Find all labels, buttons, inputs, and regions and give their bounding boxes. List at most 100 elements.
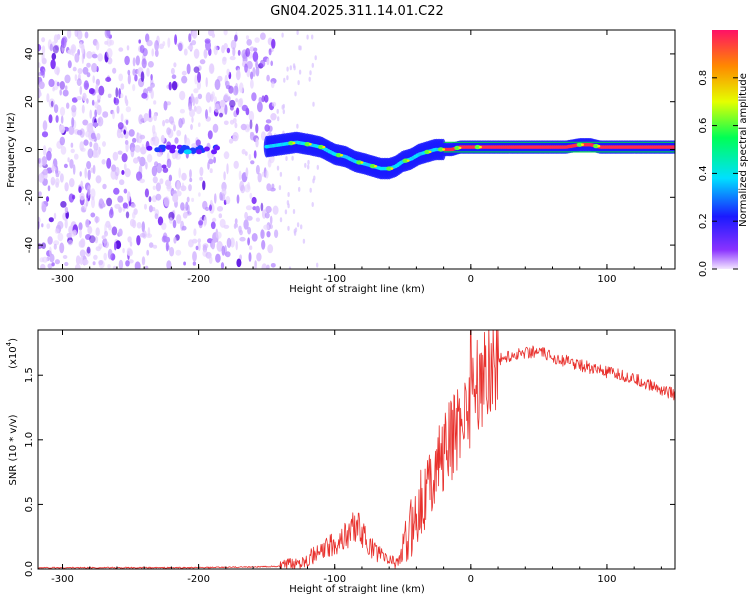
spectrogram-noise-blob <box>112 265 117 269</box>
spectrogram-noise-blob <box>205 92 212 103</box>
spectrogram-noise-blob <box>127 69 131 76</box>
spectrogram-noise-blob <box>126 45 130 51</box>
spectrogram-noise-blob <box>243 219 249 230</box>
spectrogram-noise-blob <box>226 237 232 248</box>
spectrogram-noise-blob <box>104 30 111 39</box>
spectrogram-noise-blob <box>107 248 113 260</box>
spectrogram-noise-blob <box>152 176 158 184</box>
spectrogram-noise-blob <box>215 253 221 263</box>
colorbar-tick-label: 0.6 <box>698 118 709 134</box>
spectrogram-noise-blob <box>107 264 111 269</box>
snr-x-tick-label: 100 <box>597 574 616 585</box>
spectrogram-noise-blob <box>222 56 227 62</box>
spectrogram-noise-blob <box>228 138 234 144</box>
spectrogram-noise-blob <box>47 236 53 245</box>
spectrogram-signal-peak <box>360 161 364 164</box>
spectrogram-noise-blob <box>67 49 72 55</box>
spectrogram-noise-blob <box>236 194 240 204</box>
spectrogram-noise-blob <box>230 237 235 248</box>
spectrogram-signal-peak <box>454 145 461 151</box>
colorbar-tick-label: 0.0 <box>698 261 709 277</box>
spectrogram-noise-blob <box>189 177 193 183</box>
spectrogram-noise-blob <box>64 74 71 84</box>
spectrogram-noise-blob <box>106 157 112 169</box>
spectrogram-noise-blob <box>197 238 201 243</box>
spectrogram-noise-blob <box>255 137 259 148</box>
spectrogram-noise-blob <box>266 58 270 66</box>
spectrogram-noise-blob <box>202 180 206 191</box>
colorbar-gradient <box>712 30 738 269</box>
spectrogram-noise-blob <box>193 228 197 236</box>
spectrogram-noise-blob <box>226 163 229 175</box>
spectrogram-noise-blob <box>135 55 140 66</box>
spectrogram-noise-blob <box>251 196 257 205</box>
spectrogram-noise-blob <box>255 205 260 214</box>
spectrogram-noise-blob <box>306 34 309 40</box>
spectrogram-noise-blob <box>86 161 92 170</box>
spectrogram-noise-blob <box>118 73 123 82</box>
spectrogram-noise-blob <box>298 69 302 75</box>
spectrogram-noise-blob <box>41 131 49 138</box>
snr-multiplier-base: (x10 <box>8 346 19 369</box>
spectrogram-noise-blob <box>66 30 72 39</box>
spectrogram-noise-blob <box>316 262 319 268</box>
spectrogram-noise-blob <box>95 84 99 94</box>
spectrogram-noise-blob <box>59 106 66 116</box>
spectrogram-noise-blob <box>51 52 57 61</box>
spectrogram-noise-blob <box>152 185 156 190</box>
spectrogram-noise-blob <box>245 205 253 211</box>
spectrogram-noise-blob <box>52 86 55 92</box>
spectrogram-noise-blob <box>118 47 124 52</box>
spectrogram-noise-blob <box>188 33 192 43</box>
spectrogram-signal-peak <box>576 142 583 147</box>
spectrogram-noise-blob <box>179 108 185 114</box>
spectrogram-x-axis: -300 -200 -100 0 100 <box>51 30 662 285</box>
spectrogram-signal-peak <box>292 141 296 145</box>
spectrogram-noise-blob <box>259 59 266 68</box>
spectrogram-noise-blob <box>208 256 213 264</box>
spectrogram-noise-blob <box>268 48 272 56</box>
spectrogram-signal-peak <box>340 153 344 157</box>
spectrogram-noise-blob <box>246 215 253 221</box>
spectrogram-noise-blob <box>304 162 307 168</box>
spectrogram-noise-blob <box>40 263 46 269</box>
spectrogram-noise-blob <box>102 111 109 118</box>
spectrogram-noise-blob <box>120 113 124 122</box>
spectrogram-noise-blob <box>109 39 115 46</box>
spectrogram-noise-blob <box>141 221 145 233</box>
spectrogram-noise-blob <box>76 78 82 86</box>
colorbar: 0.0 0.2 0.4 0.6 0.8 Normalized spectral ampl… <box>698 30 749 277</box>
spectrogram-noise-blob <box>189 169 192 179</box>
spectrogram-noise-blob <box>308 76 311 82</box>
spectrogram-weak-signal <box>203 146 210 152</box>
spectrogram-noise-blob <box>245 167 249 178</box>
spectrogram-noise-blob <box>269 215 273 225</box>
spectrogram-noise-blob <box>72 164 76 175</box>
spectrogram-noise-blob <box>59 242 65 254</box>
spectrogram-weak-signal <box>183 149 192 155</box>
spectrogram-noise-blob <box>82 66 89 75</box>
spectrogram-noise-blob <box>154 49 159 57</box>
spectrogram-noise-blob <box>101 159 106 165</box>
spectrogram-noise-blob <box>234 218 238 225</box>
colorbar-ticks: 0.0 0.2 0.4 0.6 0.8 <box>698 70 738 277</box>
spectrogram-noise-blob <box>40 70 45 76</box>
spectrogram-noise-blob <box>136 171 143 181</box>
spectrogram-noise-blob <box>155 182 161 192</box>
spectrogram-noise-blob <box>48 114 53 124</box>
spectrogram-noise-blob <box>68 126 75 135</box>
spectrogram-noise-blob <box>311 62 314 68</box>
spectrogram-noise-blob <box>146 67 150 77</box>
spectrogram-noise-blob <box>64 261 69 267</box>
spectrogram-noise-blob <box>167 37 171 48</box>
spectrogram-noise-blob <box>218 213 223 219</box>
spectrogram-noise-blob <box>245 35 250 40</box>
spectrogram-noise-blob <box>271 38 276 49</box>
spectrogram-x-tick-label: 0 <box>468 274 474 285</box>
spectrogram-noise-blob <box>209 168 213 174</box>
spectrogram-noise-blob <box>174 137 179 144</box>
spectrogram-noise-blob <box>141 256 146 266</box>
spectrogram-noise-blob <box>146 249 150 256</box>
spectrogram-noise-blob <box>67 60 72 69</box>
spectrogram-noise-blob <box>148 108 152 119</box>
